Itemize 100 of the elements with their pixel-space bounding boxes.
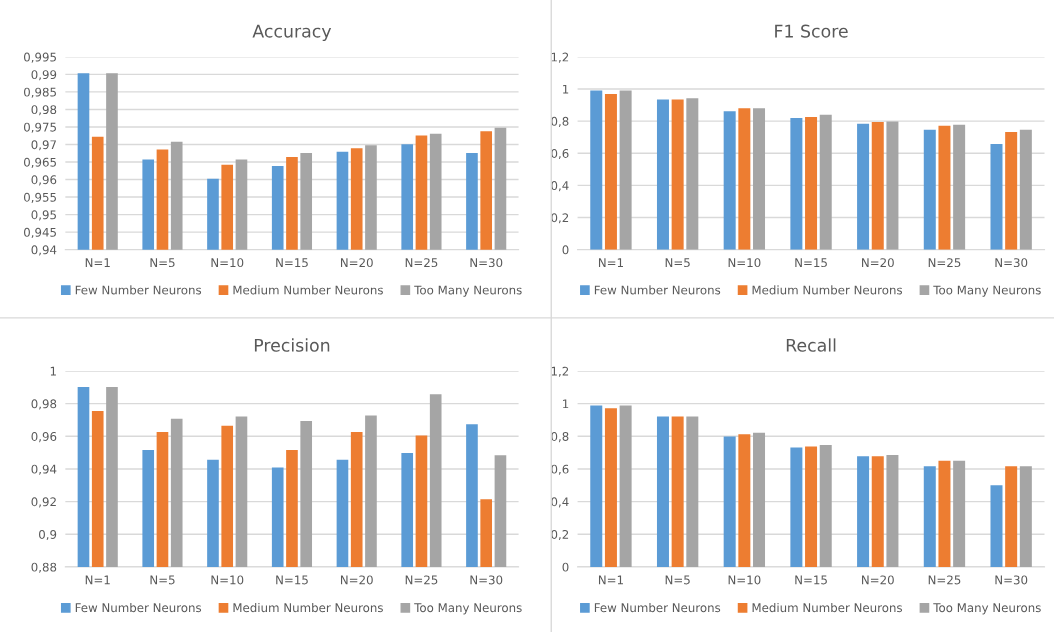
y-tick-label: 0,96: [31, 175, 57, 186]
y-tick-label: 0,965: [24, 157, 56, 168]
bar: [790, 447, 803, 567]
chart-title: F1 Score: [775, 24, 848, 38]
x-tick-label: N=25: [928, 575, 961, 585]
bar: [590, 405, 603, 567]
x-tick-label: N=15: [276, 258, 308, 268]
y-tick-label: 0,94: [31, 464, 57, 475]
x-tick-label: N=5: [665, 258, 690, 268]
bar: [723, 111, 736, 250]
legend-label: Medium Number Neurons: [233, 603, 383, 613]
bar: [790, 118, 803, 250]
x-tick-label: N=15: [276, 575, 308, 585]
y-tick-label: 0: [562, 245, 569, 255]
y-tick-label: 0,8: [551, 432, 569, 443]
y-tick-label: 0,955: [24, 192, 56, 203]
y-tick-label: 0,6: [551, 148, 569, 160]
x-tick-label: N=10: [728, 258, 761, 268]
bar: [1019, 129, 1032, 250]
bar: [753, 432, 766, 567]
bar: [738, 108, 751, 250]
bar: [953, 124, 966, 250]
x-tick-label: N=30: [995, 575, 1028, 585]
x-tick-label: N=1: [598, 575, 623, 585]
x-tick-label: N=10: [211, 258, 244, 268]
y-tick-label: 0,98: [31, 105, 57, 116]
x-tick-label: N=1: [598, 258, 623, 267]
bar: [671, 416, 684, 567]
y-tick-label: 0,98: [31, 399, 57, 410]
bar: [1019, 466, 1032, 567]
bar: [871, 122, 884, 250]
y-tick-label: 0,2: [551, 213, 569, 224]
x-tick-label: N=20: [340, 258, 373, 268]
bar: [1005, 466, 1018, 567]
bar: [871, 456, 884, 567]
bar: [604, 93, 617, 250]
chart-title: Precision: [254, 338, 330, 352]
y-tick-label: 0,6: [551, 464, 569, 475]
x-tick-label: N=5: [150, 575, 175, 585]
bar: [990, 144, 1003, 250]
y-tick-label: 0,97: [31, 140, 57, 151]
y-tick-label: 0,99: [31, 70, 57, 81]
x-tick-label: N=20: [862, 258, 894, 268]
bar: [923, 129, 936, 250]
legend-label: Medium Number Neurons: [752, 285, 903, 295]
bar: [723, 436, 736, 567]
legend-label: Medium Number Neurons: [752, 603, 903, 613]
x-tick-label: N=30: [995, 258, 1028, 268]
legend-label: Too Many Neurons: [414, 285, 522, 297]
bar: [886, 455, 899, 567]
legend-label: Too Many Neurons: [933, 603, 1041, 615]
y-tick-label: 0,9: [39, 529, 57, 541]
bar: [619, 405, 632, 567]
y-tick-label: 1: [50, 366, 56, 376]
y-tick-label: 0,92: [31, 497, 56, 508]
y-tick-label: 0,995: [24, 52, 56, 63]
bar: [686, 416, 699, 567]
y-tick-label: 0,4: [551, 497, 569, 508]
y-tick-label: 1: [563, 399, 569, 409]
x-tick-label: N=20: [340, 575, 373, 585]
bar: [990, 485, 1003, 567]
legend-label: Few Number Neurons: [75, 285, 202, 295]
x-tick-label: N=15: [795, 258, 827, 268]
legend-label: Few Number Neurons: [594, 285, 721, 295]
bar: [857, 123, 870, 250]
y-tick-label: 0,2: [551, 529, 569, 541]
y-tick-label: 0,96: [31, 432, 57, 443]
y-tick-label: 0,88: [31, 562, 57, 573]
bar: [819, 114, 832, 250]
x-tick-label: N=1: [85, 575, 110, 585]
x-tick-label: N=10: [728, 575, 761, 585]
x-tick-label: N=15: [795, 575, 827, 585]
legend-label: Few Number Neurons: [75, 603, 202, 613]
y-tick-label: 0,985: [24, 87, 56, 98]
chart-title: Recall: [786, 338, 836, 352]
x-tick-label: N=30: [470, 575, 503, 585]
y-tick-label: 0,8: [551, 116, 569, 127]
y-tick-label: 0: [562, 562, 569, 572]
legend-label: Too Many Neurons: [414, 603, 522, 615]
bar: [923, 466, 936, 567]
bar: [656, 416, 669, 567]
y-tick-label: 0,94: [31, 245, 57, 256]
bar: [819, 445, 832, 567]
x-tick-label: N=20: [862, 575, 894, 585]
bar: [805, 446, 818, 567]
chart-title: Accuracy: [252, 24, 332, 42]
y-tick-label: 0,4: [551, 181, 569, 192]
bar: [953, 460, 966, 567]
bar: [1005, 132, 1018, 250]
x-tick-label: N=25: [405, 575, 438, 585]
x-tick-label: N=30: [470, 258, 503, 268]
y-tick-label: 1,2: [551, 366, 569, 377]
bar: [656, 99, 669, 250]
bar: [938, 460, 951, 567]
bar: [686, 98, 699, 250]
legend-label: Medium Number Neurons: [233, 285, 383, 295]
legend-label: Too Many Neurons: [933, 285, 1041, 297]
bar: [738, 434, 751, 567]
bar: [805, 117, 818, 250]
x-tick-label: N=25: [928, 258, 961, 268]
